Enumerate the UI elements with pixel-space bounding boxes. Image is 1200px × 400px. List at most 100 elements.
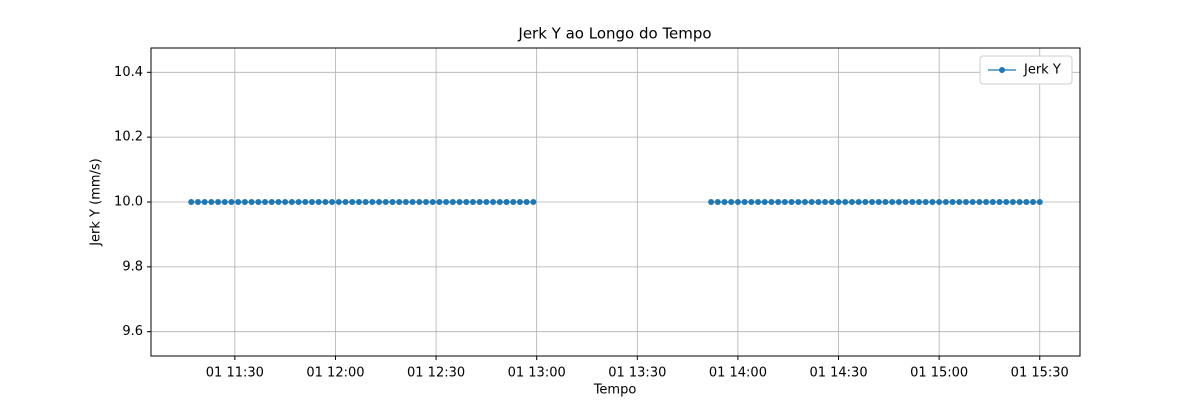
y-tick-label: 10.4 — [114, 65, 143, 80]
data-point — [248, 199, 255, 205]
data-point — [788, 199, 795, 205]
data-point — [795, 199, 802, 205]
data-point — [215, 199, 222, 205]
data-point — [755, 199, 762, 205]
data-point — [302, 199, 309, 205]
data-point — [996, 199, 1003, 205]
data-point — [768, 199, 775, 205]
data-point — [208, 199, 215, 205]
data-point — [835, 199, 842, 205]
data-point — [416, 199, 423, 205]
data-point — [781, 199, 788, 205]
data-point — [188, 199, 195, 205]
x-tick-label: 01 13:30 — [608, 366, 666, 381]
data-point — [241, 199, 248, 205]
data-point — [463, 199, 470, 205]
data-point — [1030, 199, 1037, 205]
x-tick-label: 01 13:00 — [508, 366, 566, 381]
data-point — [235, 199, 242, 205]
data-point — [376, 199, 383, 205]
data-point — [761, 199, 768, 205]
data-point — [748, 199, 755, 205]
data-point — [989, 199, 996, 205]
data-point — [869, 199, 876, 205]
data-point — [288, 199, 295, 205]
data-point — [443, 199, 450, 205]
data-point — [708, 199, 715, 205]
data-point — [282, 199, 289, 205]
data-point — [922, 199, 929, 205]
data-point — [714, 199, 721, 205]
data-point — [496, 199, 503, 205]
data-point — [909, 199, 916, 205]
data-point — [949, 199, 956, 205]
data-point — [1036, 199, 1043, 205]
data-point — [349, 199, 356, 205]
data-point — [882, 199, 889, 205]
plot-frame — [150, 47, 1081, 357]
data-point — [801, 199, 808, 205]
data-point — [530, 199, 537, 205]
data-point — [429, 199, 436, 205]
data-point — [396, 199, 403, 205]
data-point — [875, 199, 882, 205]
x-tick-label: 01 11:30 — [206, 366, 264, 381]
y-tick-label: 10.2 — [114, 130, 143, 145]
data-point — [436, 199, 443, 205]
data-point — [449, 199, 456, 205]
y-tick-label: 10.0 — [114, 195, 143, 210]
data-point — [734, 199, 741, 205]
legend-marker — [999, 67, 1005, 73]
data-point — [469, 199, 476, 205]
data-point — [822, 199, 829, 205]
data-point — [402, 199, 409, 205]
data-point — [268, 199, 275, 205]
data-point — [1003, 199, 1010, 205]
data-point — [969, 199, 976, 205]
data-point — [355, 199, 362, 205]
data-point — [456, 199, 463, 205]
x-tick-label: 01 12:30 — [407, 366, 465, 381]
data-point — [329, 199, 336, 205]
y-tick-label: 9.6 — [122, 324, 143, 339]
data-point — [194, 199, 201, 205]
data-point — [815, 199, 822, 205]
data-point — [889, 199, 896, 205]
data-point — [1016, 199, 1023, 205]
data-point — [295, 199, 302, 205]
data-point — [1023, 199, 1030, 205]
data-point — [862, 199, 869, 205]
legend-box — [979, 55, 1073, 85]
data-point — [523, 199, 530, 205]
data-point — [962, 199, 969, 205]
data-point — [221, 199, 228, 205]
data-point — [808, 199, 815, 205]
data-point — [848, 199, 855, 205]
data-point — [929, 199, 936, 205]
data-point — [728, 199, 735, 205]
data-point — [775, 199, 782, 205]
data-point — [335, 199, 342, 205]
data-point — [976, 199, 983, 205]
data-point — [228, 199, 235, 205]
data-point — [503, 199, 510, 205]
data-point — [322, 199, 329, 205]
data-point — [516, 199, 523, 205]
data-point — [342, 199, 349, 205]
x-tick-label: 01 14:30 — [809, 366, 867, 381]
chart-title: Jerk Y ao Longo do Tempo — [517, 25, 711, 43]
x-tick-label: 01 12:00 — [306, 366, 364, 381]
data-point — [389, 199, 396, 205]
data-point — [942, 199, 949, 205]
data-point — [721, 199, 728, 205]
data-point — [936, 199, 943, 205]
x-axis-label: Tempo — [593, 383, 637, 398]
data-point — [315, 199, 322, 205]
y-axis-label: Jerk Y (mm/s) — [89, 158, 104, 247]
data-point — [490, 199, 497, 205]
data-point — [308, 199, 315, 205]
data-point — [828, 199, 835, 205]
data-point — [409, 199, 416, 205]
